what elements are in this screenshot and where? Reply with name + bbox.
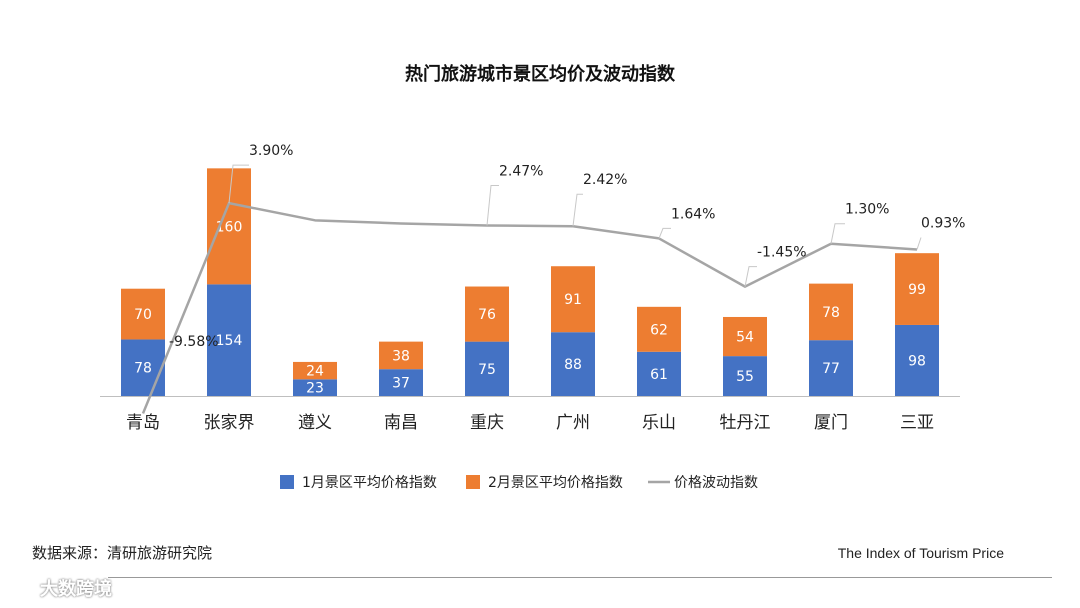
bar-jan-label-1: 154: [216, 333, 243, 349]
bar-feb-3: [379, 341, 423, 370]
bar-feb-1: [207, 168, 251, 285]
bar-feb-label-6: 62: [650, 322, 668, 338]
bar-feb-label-7: 54: [736, 330, 754, 346]
bar-jan-8: [809, 340, 853, 396]
x-tick-label-4: 重庆: [470, 413, 504, 433]
bar-feb-2: [293, 361, 337, 380]
bar-feb-label-5: 91: [564, 292, 582, 308]
bar-jan-1: [207, 284, 251, 396]
data-source: 数据来源：清研旅游研究院: [32, 544, 213, 562]
bar-jan-7: [723, 356, 767, 396]
x-tick-label-3: 南昌: [384, 413, 418, 433]
bar-jan-5: [551, 332, 595, 396]
line-label-7: -1.45%: [757, 245, 807, 261]
x-tick-label-6: 乐山: [642, 413, 676, 433]
bar-feb-label-4: 76: [478, 307, 496, 323]
x-tick-label-5: 广州: [556, 413, 590, 433]
x-tick-label-0: 青岛: [126, 413, 160, 433]
legend-label-0: 1月景区平均价格指数: [302, 475, 437, 491]
line-label-6: 1.64%: [671, 206, 715, 222]
bar-feb-label-9: 99: [908, 282, 926, 298]
x-tick-label-8: 厦门: [814, 413, 848, 433]
bar-feb-4: [465, 286, 509, 342]
watermark-text: 大数跨境: [40, 579, 112, 600]
bar-jan-4: [465, 341, 509, 396]
line-label-leader-4: [486, 184, 499, 226]
legend-swatch-1: [466, 475, 480, 489]
line-label-leader-1: [228, 164, 249, 204]
line-label-leader-8: [830, 223, 845, 244]
bar-jan-0: [121, 339, 165, 396]
bar-feb-label-3: 38: [392, 348, 410, 364]
bar-jan-2: [293, 379, 337, 396]
bar-feb-label-0: 70: [134, 307, 152, 323]
line-label-1: 3.90%: [249, 143, 293, 159]
legend-swatch-0: [280, 475, 294, 489]
volatility-line: [141, 201, 918, 414]
legend-label-1: 2月景区平均价格指数: [488, 475, 623, 491]
chat-bubble-icon: [8, 577, 34, 599]
watermark: 大数跨境: [8, 574, 112, 602]
x-tick-label-7: 牡丹江: [720, 413, 771, 433]
bar-feb-9: [895, 253, 939, 325]
line-label-9: 0.93%: [921, 215, 965, 231]
bar-feb-5: [551, 266, 595, 333]
line-label-5: 2.42%: [583, 172, 627, 188]
bar-jan-label-5: 88: [564, 357, 582, 373]
x-tick-label-1: 张家界: [204, 413, 255, 433]
chart-title: 热门旅游城市景区均价及波动指数: [405, 63, 676, 85]
bar-jan-label-6: 61: [650, 367, 668, 383]
bar-feb-8: [809, 283, 853, 341]
bar-feb-label-2: 24: [306, 364, 324, 380]
bar-feb-7: [723, 316, 767, 357]
line-label-8: 1.30%: [845, 202, 889, 218]
line-label-leader-6: [658, 227, 671, 239]
line-label-leader-7: [744, 266, 757, 287]
footer-divider: [108, 577, 1052, 578]
bar-jan-label-3: 37: [392, 376, 410, 392]
bar-jan-9: [895, 324, 939, 396]
bar-feb-label-1: 160: [216, 219, 243, 235]
bar-feb-6: [637, 306, 681, 352]
bar-jan-label-8: 77: [822, 361, 840, 377]
bar-feb-label-8: 78: [822, 305, 840, 321]
bar-jan-3: [379, 369, 423, 396]
bar-jan-6: [637, 351, 681, 396]
brand-caption: The Index of Tourism Price: [837, 545, 1004, 561]
bar-jan-label-4: 75: [478, 362, 496, 378]
line-label-4: 2.47%: [499, 163, 543, 179]
legend-label-2: 价格波动指数: [674, 475, 758, 491]
line-label-leader-9: [916, 237, 922, 250]
line-label-0: -9.58%: [169, 334, 219, 350]
bar-jan-label-2: 23: [306, 381, 324, 397]
bar-jan-label-9: 98: [908, 353, 926, 369]
line-label-leader-5: [572, 193, 583, 227]
bar-jan-label-7: 55: [736, 369, 754, 385]
bar-jan-label-0: 78: [134, 361, 152, 377]
bar-feb-0: [121, 288, 165, 340]
x-tick-label-9: 三亚: [900, 413, 934, 433]
x-tick-label-2: 遵义: [298, 413, 332, 433]
